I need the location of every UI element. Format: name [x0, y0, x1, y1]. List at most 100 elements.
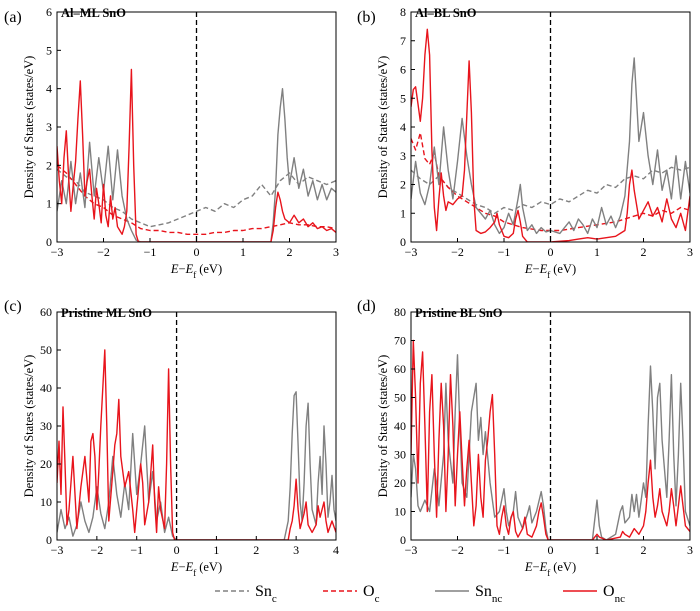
x-label-e: E: [170, 560, 179, 574]
plot-area: [411, 339, 690, 540]
series-line-snnc: [411, 57, 690, 235]
panel-letter: (b): [357, 9, 376, 26]
x-tick-label: 2: [287, 245, 293, 259]
y-tick-label: 6: [46, 5, 52, 19]
legend-label-base: Sn: [475, 583, 492, 600]
x-label-unit: (eV): [553, 560, 576, 574]
y-tick-label: 2: [400, 178, 406, 192]
x-label-unit: (eV): [553, 262, 576, 276]
y-tick-label: 5: [46, 43, 52, 57]
x-label-sub: f: [547, 270, 550, 280]
x-tick-label: 0: [194, 245, 200, 259]
x-tick-label: −3: [405, 245, 418, 259]
panel-letter: (d): [357, 298, 376, 315]
x-tick-label: 3: [293, 543, 299, 557]
x-tick-label: −3: [51, 543, 64, 557]
legend: Snc Oc Snnc Onc: [215, 583, 625, 605]
series-line-onc: [411, 339, 690, 540]
y-tick-label: 5: [400, 91, 406, 105]
y-tick-label: 60: [394, 362, 406, 376]
legend-label: Oc: [363, 583, 380, 605]
x-label-unit: (eV): [199, 262, 222, 276]
y-tick-label: 30: [40, 419, 52, 433]
x-label-e: E: [170, 262, 179, 276]
y-tick-label: 2: [46, 158, 52, 172]
legend-label-sub: c: [272, 593, 277, 605]
series-line-onc: [57, 68, 336, 242]
panel-letter: (a): [4, 9, 22, 26]
legend-label-sub: nc: [492, 593, 503, 605]
x-label-sub: f: [193, 568, 196, 578]
y-tick-label: 70: [394, 334, 406, 348]
legend-label-base: O: [603, 583, 615, 600]
x-label-ef: E: [539, 262, 548, 276]
y-tick-label: 0: [400, 533, 406, 547]
x-label-sub: f: [547, 568, 550, 578]
y-axis-label: Density of States (states/eV): [376, 355, 390, 498]
x-label-minus: −: [533, 262, 540, 276]
y-tick-label: 10: [394, 505, 406, 519]
x-label-ef: E: [185, 560, 194, 574]
x-label-minus: −: [179, 560, 186, 574]
y-tick-label: 80: [394, 305, 406, 319]
y-tick-label: 3: [46, 120, 52, 134]
x-tick-label: −1: [144, 245, 157, 259]
x-tick-label: 1: [594, 245, 600, 259]
y-tick-label: 50: [40, 343, 52, 357]
series-line-onc: [411, 28, 690, 242]
legend-label: Snnc: [475, 583, 502, 605]
x-tick-label: −2: [451, 245, 464, 259]
x-axis-label: E−Ef (eV): [524, 560, 576, 578]
x-tick-label: −1: [498, 245, 511, 259]
panel-title: Al–BL SnO: [415, 6, 477, 20]
y-tick-label: 1: [46, 197, 52, 211]
x-tick-label: 2: [641, 543, 647, 557]
x-tick-label: 2: [641, 245, 647, 259]
plot-area: [411, 28, 690, 242]
legend-label: Snc: [255, 583, 277, 605]
x-label-e: E: [524, 560, 533, 574]
series-line-snc: [57, 168, 336, 228]
x-tick-label: 3: [687, 245, 693, 259]
panel-title: Pristine ML SnO: [61, 306, 152, 320]
legend-label-base: O: [363, 583, 375, 600]
y-tick-label: 40: [40, 381, 52, 395]
y-tick-label: 7: [400, 34, 406, 48]
legend-item-snc: Snc: [215, 583, 277, 605]
x-tick-label: 1: [594, 543, 600, 557]
series-line-snnc: [411, 354, 690, 540]
plot-area: [57, 68, 336, 242]
legend-item-onc: Onc: [563, 583, 625, 605]
legend-label-base: Sn: [255, 583, 272, 600]
y-tick-label: 1: [400, 206, 406, 220]
panel-title: Al–ML SnO: [61, 6, 126, 20]
plot-area: [57, 349, 336, 540]
y-tick-label: 40: [394, 419, 406, 433]
x-tick-label: −2: [451, 543, 464, 557]
y-tick-label: 6: [400, 63, 406, 77]
y-axis-label: Density of States (states/eV): [22, 355, 36, 498]
legend-label-sub: nc: [615, 593, 626, 605]
x-label-ef: E: [185, 262, 194, 276]
y-axis-label: Density of States (states/eV): [22, 56, 36, 199]
x-tick-label: −1: [130, 543, 143, 557]
x-label-e: E: [524, 262, 533, 276]
legend-item-snnc: Snnc: [435, 583, 502, 605]
panel-letter: (c): [4, 298, 22, 315]
x-tick-label: 0: [548, 543, 554, 557]
y-tick-label: 30: [394, 448, 406, 462]
series-line-snnc: [57, 391, 336, 540]
legend-label-sub: c: [375, 593, 380, 605]
x-tick-label: 0: [548, 245, 554, 259]
x-label-minus: −: [179, 262, 186, 276]
panel-a: −3 −2 −1 0 1 2 3 0 1 2 3 4 5 6 Density of States (stat…: [4, 5, 339, 280]
x-tick-label: 0: [174, 543, 180, 557]
x-axis-label: E−Ef (eV): [170, 560, 222, 578]
x-tick-label: 1: [213, 543, 219, 557]
y-tick-label: 50: [394, 391, 406, 405]
y-tick-label: 3: [400, 149, 406, 163]
y-tick-label: 10: [40, 495, 52, 509]
x-tick-label: −1: [498, 543, 511, 557]
